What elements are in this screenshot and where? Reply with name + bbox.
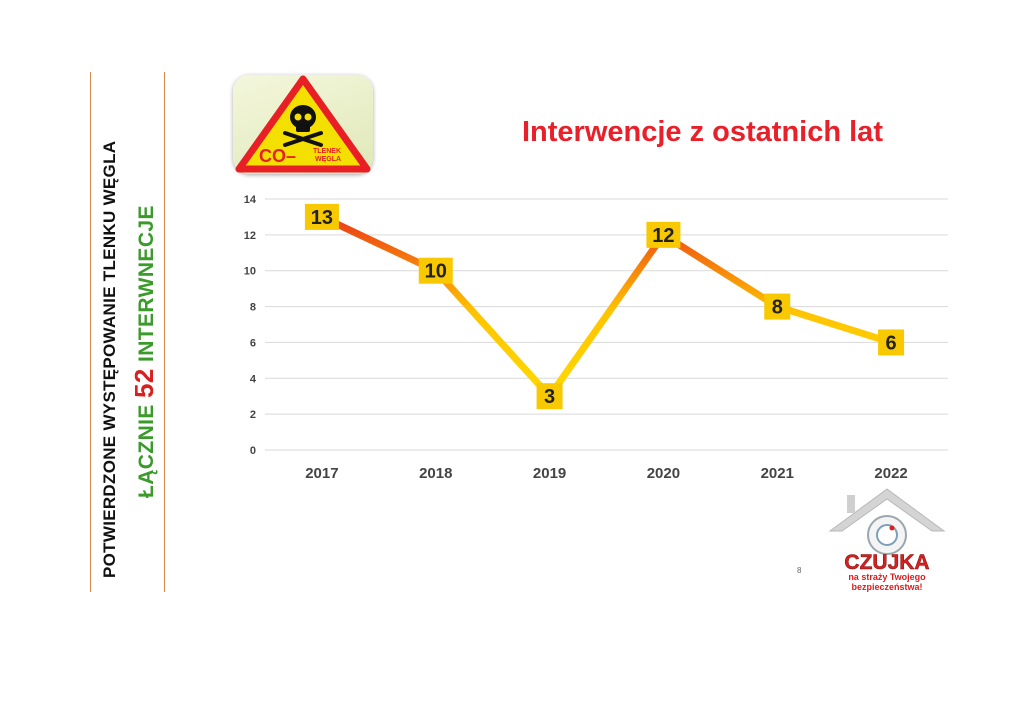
skull-warning-triangle-icon: CO– TLENEK WĘGLA bbox=[235, 75, 371, 173]
house-smoke-detector-icon: CZUJKA na straży Twojego bezpieczeństwa! bbox=[828, 488, 946, 592]
data-label: 12 bbox=[652, 225, 674, 247]
y-tick-label: 6 bbox=[250, 337, 256, 349]
data-label: 8 bbox=[772, 297, 783, 319]
side-total: ŁĄCZNIE 52 INTERWNECJE bbox=[129, 205, 160, 498]
y-tick-label: 0 bbox=[250, 445, 256, 457]
czujka-tagline-1: na straży Twojego bbox=[848, 572, 926, 582]
side-caption: POTWIERDZONE WYSTĘPOWANIE TLENKU WĘGLA bbox=[100, 140, 119, 578]
data-label: 10 bbox=[425, 261, 447, 283]
data-label: 13 bbox=[311, 207, 333, 229]
data-labels: 13 10 3 12 8 6 bbox=[304, 203, 905, 410]
data-label: 3 bbox=[544, 386, 555, 408]
data-point: 6 bbox=[878, 329, 905, 356]
x-axis-ticks: 2017 2018 2019 2020 2021 2022 bbox=[305, 465, 908, 482]
series-line bbox=[318, 213, 895, 400]
data-label-box bbox=[304, 203, 339, 230]
data-label: 6 bbox=[886, 332, 897, 354]
y-tick-label: 4 bbox=[250, 373, 257, 385]
x-tick-label: 2019 bbox=[533, 465, 566, 482]
data-label-box bbox=[878, 329, 905, 356]
x-tick-label: 2020 bbox=[647, 465, 680, 482]
y-axis-ticks: 0 2 4 6 8 10 12 14 bbox=[244, 194, 257, 457]
y-tick-label: 14 bbox=[244, 194, 257, 206]
czujka-name: CZUJKA bbox=[844, 551, 929, 574]
x-tick-label: 2022 bbox=[874, 465, 907, 482]
data-point: 8 bbox=[764, 293, 791, 320]
co-subtext-2: WĘGLA bbox=[315, 156, 341, 163]
y-tick-label: 8 bbox=[250, 302, 256, 314]
total-prefix: ŁĄCZNIE bbox=[135, 397, 158, 498]
data-label-box bbox=[764, 293, 791, 320]
co-subtext-1: TLENEK bbox=[313, 148, 341, 155]
x-tick-label: 2018 bbox=[419, 465, 452, 482]
chart-title: Interwencje z ostatnich lat bbox=[522, 116, 883, 148]
czujka-tagline-2: bezpieczeństwa! bbox=[851, 582, 922, 592]
y-tick-label: 2 bbox=[250, 409, 256, 421]
data-point: 10 bbox=[418, 257, 453, 284]
co-logo: CO– TLENEK WĘGLA bbox=[233, 75, 373, 174]
data-label-box bbox=[646, 221, 681, 248]
czujka-logo: CZUJKA na straży Twojego bezpieczeństwa! bbox=[812, 483, 962, 593]
co-text: CO– bbox=[259, 146, 296, 166]
total-suffix: INTERWNECJE bbox=[135, 205, 158, 369]
grid-lines bbox=[265, 198, 948, 451]
x-tick-label: 2021 bbox=[761, 465, 794, 482]
right-divider bbox=[164, 72, 165, 592]
data-label-box bbox=[536, 383, 563, 410]
y-tick-label: 10 bbox=[244, 266, 256, 278]
data-label-box bbox=[418, 257, 453, 284]
data-point: 3 bbox=[536, 383, 563, 410]
page-number: 8 bbox=[797, 566, 802, 575]
total-number: 52 bbox=[129, 368, 159, 398]
left-divider bbox=[90, 72, 91, 592]
data-point: 12 bbox=[646, 221, 681, 248]
data-point: 13 bbox=[304, 203, 339, 230]
y-tick-label: 12 bbox=[244, 230, 256, 242]
x-tick-label: 2017 bbox=[305, 465, 338, 482]
